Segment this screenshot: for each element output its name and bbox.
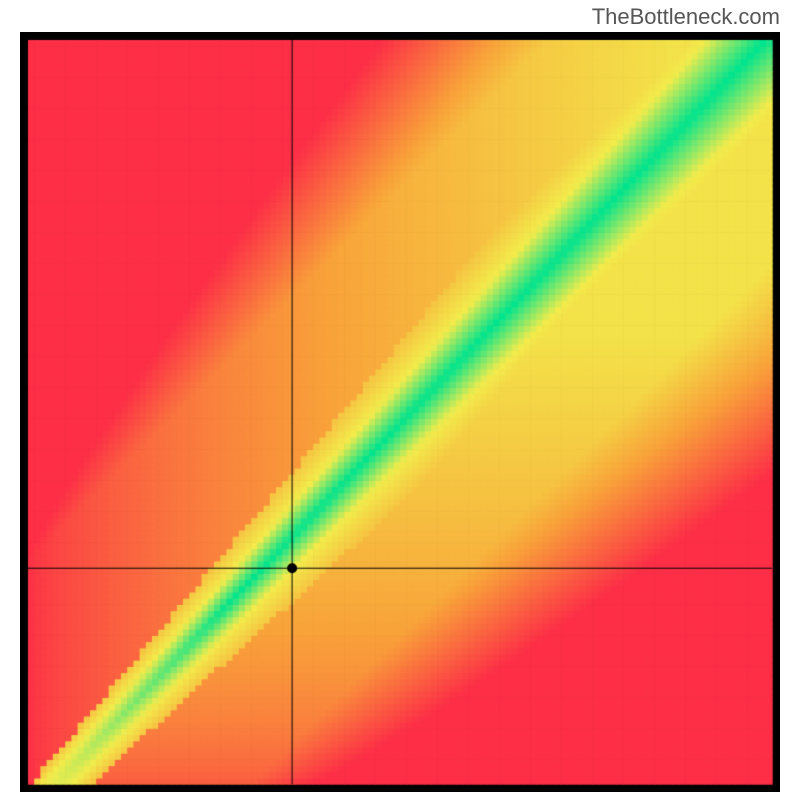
- figure-root: TheBottleneck.com: [0, 0, 800, 800]
- watermark-text: TheBottleneck.com: [592, 4, 780, 30]
- heatmap-canvas: [20, 32, 780, 792]
- plot-frame: [20, 32, 780, 792]
